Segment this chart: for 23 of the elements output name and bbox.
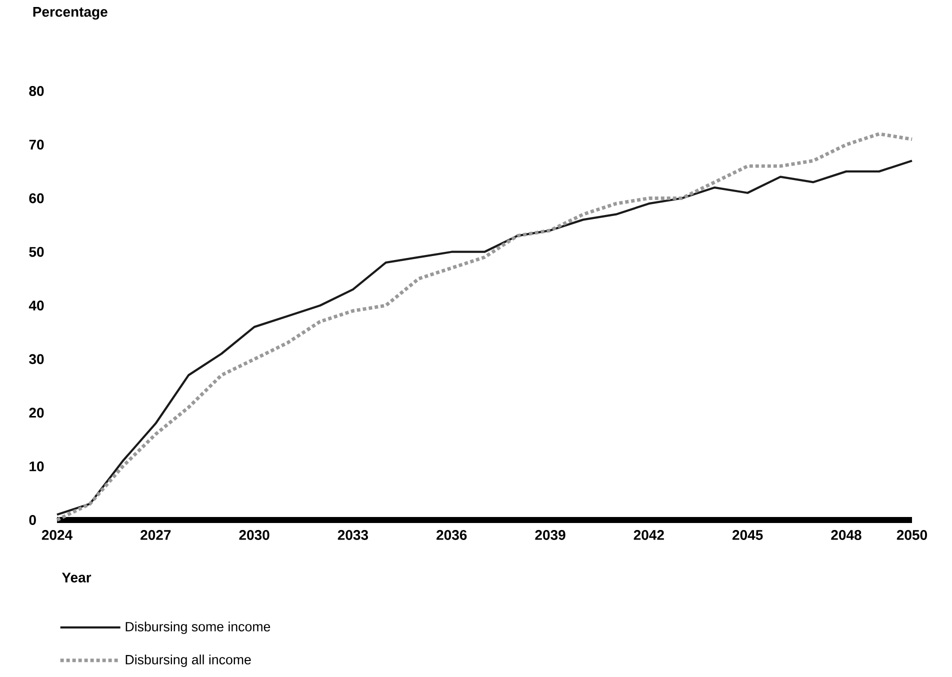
- x-tick-label: 2033: [338, 530, 368, 540]
- x-tick-label: 2030: [239, 530, 270, 540]
- y-tick-label: 70: [29, 140, 44, 150]
- x-tick-label: 2027: [140, 530, 171, 540]
- y-tick-label: 10: [30, 461, 44, 472]
- y-tick-label: 30: [29, 354, 44, 364]
- y-axis-title: Percentage: [33, 7, 108, 20]
- x-axis-title: Year: [62, 572, 92, 582]
- legend-label: Disbursing all income: [126, 654, 251, 668]
- y-tick-label: 20: [29, 408, 44, 418]
- x-tick-label: 2048: [831, 530, 862, 540]
- x-tick-label: 2024: [42, 530, 72, 540]
- y-tick-label: 40: [28, 300, 44, 310]
- x-tick-label: 2050: [896, 530, 927, 540]
- legend-label: Disbursing some income: [126, 622, 270, 634]
- y-tick-label: 50: [29, 246, 44, 257]
- y-tick-label: 80: [29, 86, 44, 96]
- y-tick-label: 60: [29, 193, 44, 204]
- x-tick-label: 2045: [732, 530, 763, 540]
- x-tick-label: 2039: [535, 530, 566, 540]
- x-tick-label: 2036: [436, 530, 467, 540]
- y-tick-label: 0: [29, 515, 36, 525]
- x-tick-label: 2042: [634, 530, 664, 540]
